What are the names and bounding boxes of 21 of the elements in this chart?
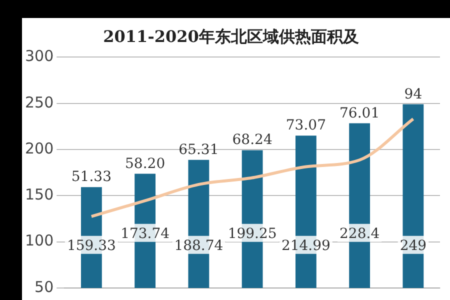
data-label: 58.20	[125, 156, 166, 172]
data-label: 228.4	[340, 226, 380, 242]
y-tick-label: 100	[24, 232, 54, 250]
y-tick-label: 200	[24, 139, 54, 158]
data-label: 73.07	[286, 118, 326, 134]
y-tick-label: 250	[24, 93, 54, 112]
data-label: 94	[404, 86, 422, 102]
data-label: 249	[400, 238, 427, 254]
chart-title: 2011-2020年东北区域供热面积及	[103, 26, 360, 46]
y-tick-label: 50	[34, 278, 54, 296]
data-label: 68.24	[232, 132, 272, 148]
y-tick-label: 300	[24, 47, 54, 66]
data-label: 199.25	[228, 226, 277, 242]
data-label: 65.31	[178, 142, 219, 158]
data-label: 214.99	[281, 238, 330, 254]
y-tick-label: 150	[24, 186, 54, 204]
data-label: 188.74	[174, 238, 224, 254]
data-label: 173.74	[120, 226, 170, 242]
data-label: 51.33	[71, 169, 112, 186]
data-label: 159.33	[66, 238, 116, 254]
data-label: 76.01	[340, 105, 380, 122]
